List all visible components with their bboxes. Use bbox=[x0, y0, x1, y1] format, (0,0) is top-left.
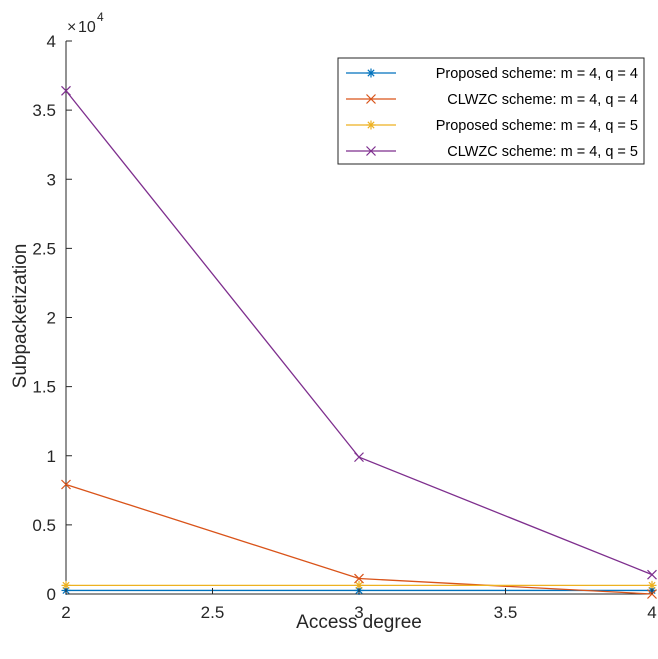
y-tick-label: 2 bbox=[47, 309, 56, 328]
svg-text:×: × bbox=[67, 19, 76, 36]
y-tick-label: 3.5 bbox=[32, 101, 56, 120]
legend-marker bbox=[366, 120, 376, 130]
y-tick-label: 1.5 bbox=[32, 378, 56, 397]
legend-label: CLWZC scheme: m = 4, q = 4 bbox=[447, 92, 638, 108]
x-tick-label: 3 bbox=[354, 603, 363, 622]
x-tick-label: 2 bbox=[61, 603, 70, 622]
y-axis-multiplier: × 10 4 bbox=[67, 10, 104, 36]
x-tick-label: 3.5 bbox=[494, 603, 518, 622]
legend-item: CLWZC scheme: m = 4, q = 4 bbox=[346, 92, 638, 108]
series-4 bbox=[61, 85, 657, 580]
legend-item: Proposed scheme: m = 4, q = 5 bbox=[346, 118, 638, 134]
data-point bbox=[647, 569, 657, 580]
x-tick-label: 4 bbox=[647, 603, 656, 622]
series-2 bbox=[61, 479, 657, 599]
y-tick-label: 1 bbox=[47, 447, 56, 466]
y-tick-label: 3 bbox=[47, 170, 56, 189]
svg-text:10: 10 bbox=[78, 19, 96, 36]
legend-item: Proposed scheme: m = 4, q = 4 bbox=[346, 66, 638, 82]
legend-marker bbox=[366, 146, 376, 156]
legend: Proposed scheme: m = 4, q = 4 CLWZC schem… bbox=[337, 57, 645, 165]
legend-label: Proposed scheme: m = 4, q = 5 bbox=[436, 118, 638, 134]
data-point bbox=[354, 452, 364, 463]
y-tick-label: 0.5 bbox=[32, 516, 56, 535]
data-point bbox=[61, 85, 71, 96]
x-tick-label: 2.5 bbox=[201, 603, 225, 622]
legend-label: Proposed scheme: m = 4, q = 4 bbox=[436, 66, 638, 82]
data-point bbox=[354, 573, 364, 584]
svg-text:4: 4 bbox=[97, 10, 104, 24]
x-axis-label: Access degree bbox=[296, 612, 422, 633]
legend-marker bbox=[366, 94, 376, 104]
legend-label: CLWZC scheme: m = 4, q = 5 bbox=[447, 144, 638, 160]
y-tick-label: 4 bbox=[47, 32, 56, 51]
legend-box bbox=[337, 57, 645, 165]
legend-marker bbox=[366, 68, 376, 78]
y-axis-label: Subpacketization bbox=[10, 244, 31, 389]
legend-item: CLWZC scheme: m = 4, q = 5 bbox=[346, 144, 638, 160]
data-point bbox=[61, 479, 71, 490]
y-tick-label: 0 bbox=[47, 585, 56, 604]
y-tick-label: 2.5 bbox=[32, 239, 56, 258]
